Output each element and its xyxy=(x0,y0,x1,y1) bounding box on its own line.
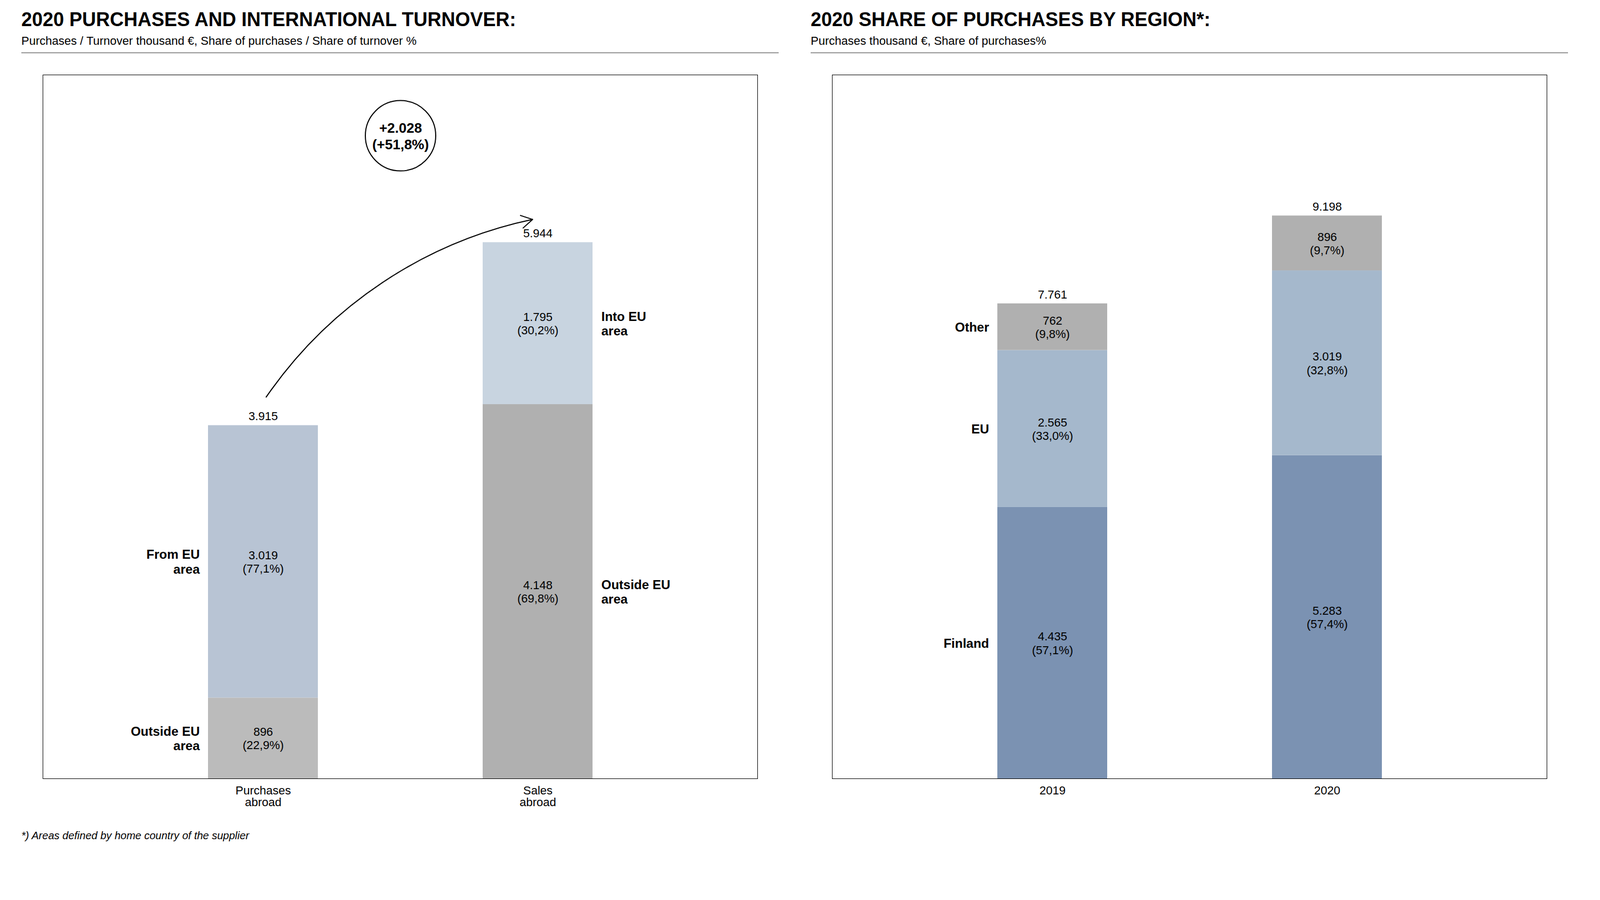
svg-text:3.019(32,8%): 3.019(32,8%) xyxy=(1306,349,1348,377)
svg-text:+2.028(+51,8%): +2.028(+51,8%) xyxy=(372,120,429,153)
html-text:2020 PURCHASES AND INTERNATION: 2020 PURCHASES AND INTERNATIONAL TURNOVE… xyxy=(21,8,516,31)
svg-text:4.435(57,1%): 4.435(57,1%) xyxy=(1032,629,1074,657)
svg-text:896(22,9%): 896(22,9%) xyxy=(242,725,284,752)
html-text:*) Areas defined by home count: *) Areas defined by home country of the … xyxy=(21,829,250,842)
svg-text:Outside EUarea: Outside EUarea xyxy=(130,724,200,754)
html-text:Purchases / Turnover thousand: Purchases / Turnover thousand €, Share o… xyxy=(21,34,417,48)
svg-text:2.565(33,0%): 2.565(33,0%) xyxy=(1032,416,1074,443)
svg-text:Outside EUarea: Outside EUarea xyxy=(601,577,671,607)
svg-text:4.148(69,8%): 4.148(69,8%) xyxy=(517,578,559,606)
svg-text:Other: Other xyxy=(954,320,989,335)
svg-text:762(9,8%): 762(9,8%) xyxy=(1035,314,1070,341)
svg-text:1.795(30,2%): 1.795(30,2%) xyxy=(517,310,559,338)
html-text:Purchases thousand €, Share of: Purchases thousand €, Share of purchases… xyxy=(810,34,1047,48)
svg-text:7.761: 7.761 xyxy=(1037,288,1068,302)
svg-text:From EUarea: From EUarea xyxy=(146,547,200,577)
html-text:2020 SHARE OF PURCHASES BY REG: 2020 SHARE OF PURCHASES BY REGION*: xyxy=(810,8,1211,31)
svg-text:Purchasesabroad: Purchasesabroad xyxy=(235,784,292,810)
svg-text:5.283(57,4%): 5.283(57,4%) xyxy=(1306,604,1348,631)
svg-text:3.019(77,1%): 3.019(77,1%) xyxy=(242,548,284,576)
svg-text:EU: EU xyxy=(971,421,989,437)
svg-text:9.198: 9.198 xyxy=(1312,200,1342,214)
svg-text:2020: 2020 xyxy=(1314,784,1341,798)
svg-text:Salesabroad: Salesabroad xyxy=(519,784,557,810)
svg-text:5.944: 5.944 xyxy=(523,226,553,240)
svg-text:Finland: Finland xyxy=(943,636,989,651)
svg-text:2019: 2019 xyxy=(1039,784,1066,798)
svg-text:Into EUarea: Into EUarea xyxy=(601,309,647,339)
svg-text:3.915: 3.915 xyxy=(248,409,278,423)
svg-text:896(9,7%): 896(9,7%) xyxy=(1309,230,1345,258)
